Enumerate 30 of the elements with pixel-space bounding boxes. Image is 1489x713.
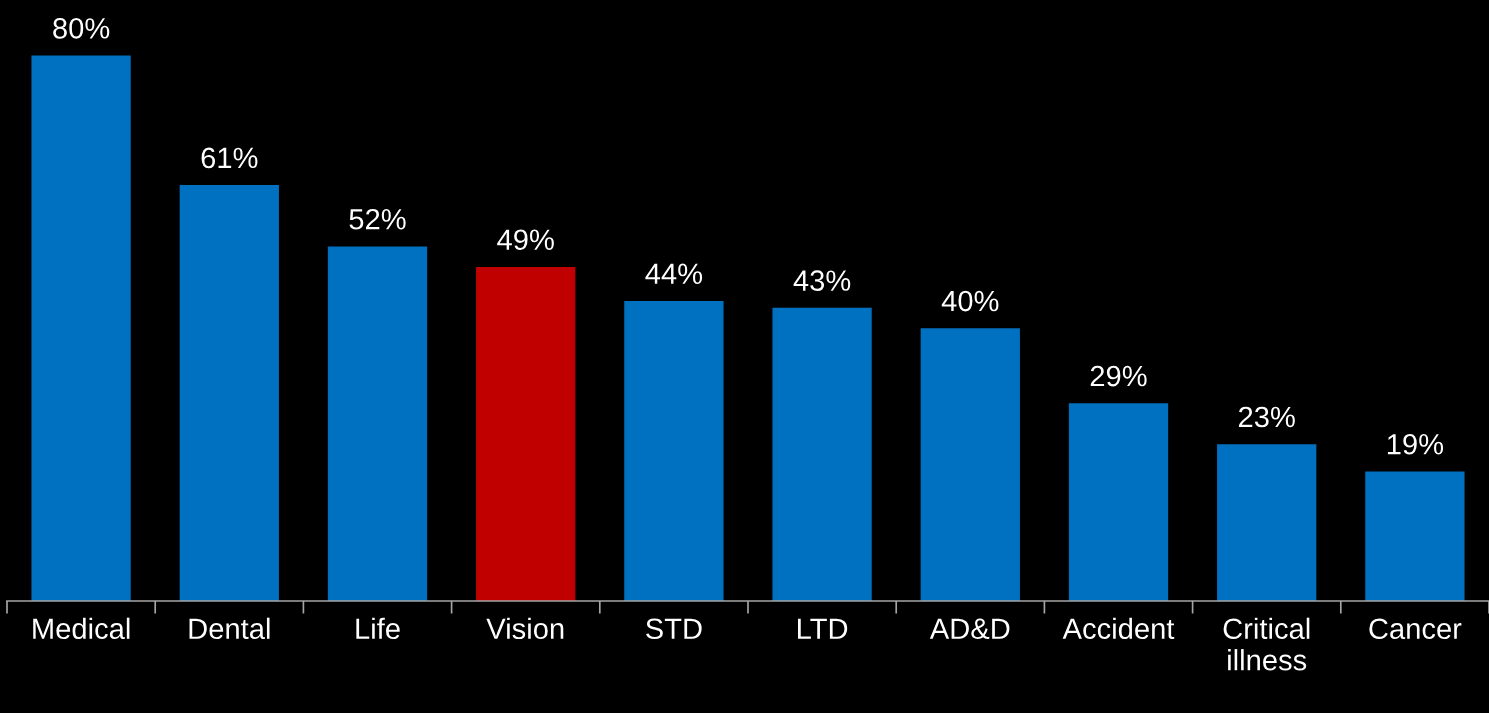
data-label: 40% [941, 290, 999, 312]
bar [179, 185, 279, 601]
data-label: 29% [1090, 365, 1147, 387]
data-label: 23% [1238, 406, 1295, 428]
bar [920, 328, 1020, 601]
x-tick-label: Vision [486, 617, 564, 640]
x-tick-label: Accident [1062, 617, 1175, 640]
bar [31, 55, 131, 601]
x-tick-label: Cancer [1369, 618, 1462, 640]
x-tick-label: Dental [189, 617, 270, 640]
bar [476, 266, 576, 601]
data-label: 61% [201, 147, 258, 169]
bar [327, 246, 428, 601]
x-tick-label: Life [356, 617, 400, 640]
data-label: 52% [349, 208, 406, 230]
data-label: 19% [1387, 433, 1444, 455]
bar [1068, 403, 1169, 601]
data-label: 43% [793, 270, 851, 291]
bar [1217, 444, 1317, 601]
x-tick-label: LTD [798, 618, 848, 639]
bar [772, 307, 872, 601]
data-label: 49% [497, 229, 554, 251]
data-label: 80% [53, 18, 110, 39]
bar [624, 301, 724, 601]
x-tick-label: Critical illness [1223, 617, 1310, 671]
x-tick-label: Medical [33, 617, 130, 640]
bar [1365, 471, 1465, 601]
x-tick-label: AD&D [929, 618, 1010, 640]
data-label: 44% [645, 263, 703, 285]
x-tick-label: STD [646, 618, 702, 640]
